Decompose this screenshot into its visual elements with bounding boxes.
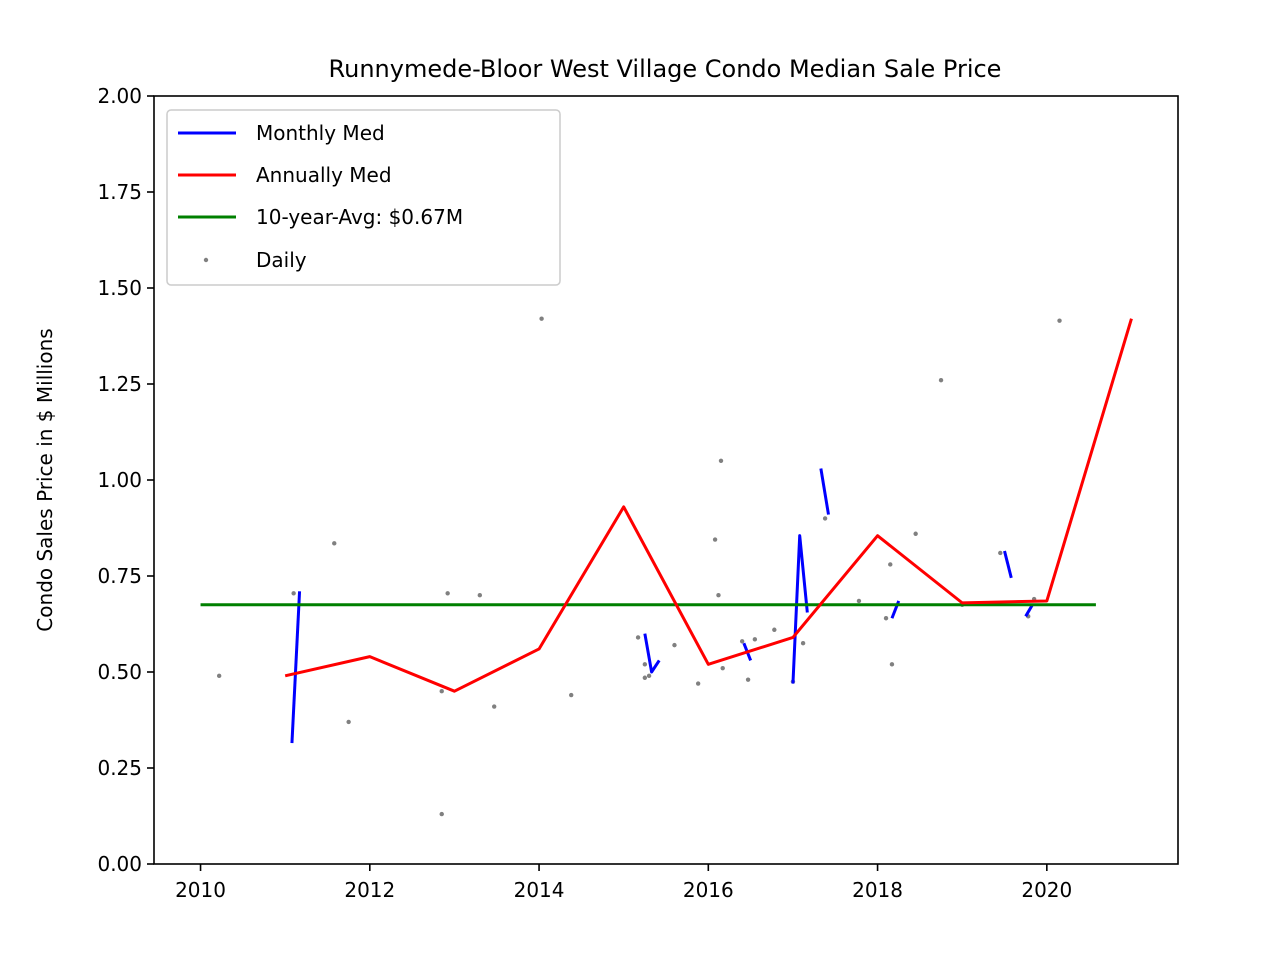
daily-point: [718, 458, 724, 463]
daily-point: [642, 675, 648, 680]
daily-point: [477, 593, 483, 598]
y-tick-label: 1.75: [97, 180, 142, 204]
monthly-median-segment: [643, 633, 661, 674]
x-tick-label: 2016: [683, 878, 734, 902]
y-tick-label: 2.00: [97, 84, 142, 108]
x-tick-label: 2018: [852, 878, 903, 902]
daily-point: [752, 637, 758, 642]
y-tick-label: 1.50: [97, 276, 142, 300]
daily-point: [439, 689, 444, 694]
legend: Monthly Med Annually Med 10-year-Avg: $0.6…: [166, 109, 561, 286]
daily-point: [439, 811, 444, 817]
daily-point: [889, 662, 895, 667]
x-tick-label: 2020: [1021, 878, 1072, 902]
legend-box: [166, 109, 561, 286]
legend-point-swatch: [203, 257, 209, 263]
axis-ticks: 2010 2012 2014 2016 2018 2020 0.00 0.25 0.50 0.75…: [97, 84, 1072, 902]
daily-point: [445, 591, 450, 596]
daily-point: [646, 673, 652, 679]
daily-point: [332, 541, 337, 546]
daily-point: [346, 719, 351, 725]
daily-point: [720, 665, 725, 671]
daily-point: [695, 681, 701, 686]
daily-point: [772, 627, 777, 632]
monthly-median-segment: [1003, 550, 1013, 579]
y-tick-label: 1.00: [97, 468, 142, 492]
daily-point: [998, 550, 1003, 556]
legend-label: Monthly Med: [256, 121, 385, 145]
daily-point: [539, 316, 544, 321]
y-tick-label: 0.50: [97, 660, 142, 684]
daily-point: [569, 692, 574, 698]
daily-point: [800, 641, 806, 646]
plot-area: [200, 316, 1133, 817]
x-tick-label: 2014: [514, 878, 565, 902]
x-tick-label: 2010: [175, 878, 226, 902]
monthly-median-segment: [290, 591, 302, 744]
legend-label: 10-year-Avg: $0.67M: [256, 205, 463, 229]
daily-point: [642, 662, 648, 667]
daily-point: [1057, 318, 1062, 323]
legend-label: Annually Med: [256, 163, 392, 187]
y-axis-label: Condo Sales Price in $ Millions: [33, 328, 57, 631]
legend-label: Daily: [256, 248, 307, 272]
daily-point: [888, 562, 893, 567]
daily-point: [913, 531, 918, 536]
daily-point: [938, 377, 944, 383]
annual-median-line: [284, 318, 1133, 693]
daily-point: [492, 704, 497, 709]
daily-point: [216, 673, 222, 679]
daily-point: [712, 537, 718, 542]
x-tick-label: 2012: [344, 878, 395, 902]
daily-point: [883, 616, 889, 621]
daily-point: [672, 642, 677, 648]
daily-point: [745, 677, 751, 682]
monthly-median-segment: [819, 468, 830, 515]
daily-point: [716, 593, 721, 598]
y-tick-label: 0.00: [97, 852, 142, 876]
y-tick-label: 0.75: [97, 564, 142, 588]
chart-title: Runnymede-Bloor West Village Condo Media…: [329, 55, 1002, 83]
daily-point: [739, 639, 745, 644]
daily-point: [822, 516, 828, 521]
daily-point: [291, 591, 296, 596]
daily-point: [635, 635, 641, 640]
monthly-median-segment: [1024, 604, 1034, 618]
y-tick-label: 1.25: [97, 372, 142, 396]
daily-point: [856, 598, 862, 604]
y-tick-label: 0.25: [97, 756, 142, 780]
